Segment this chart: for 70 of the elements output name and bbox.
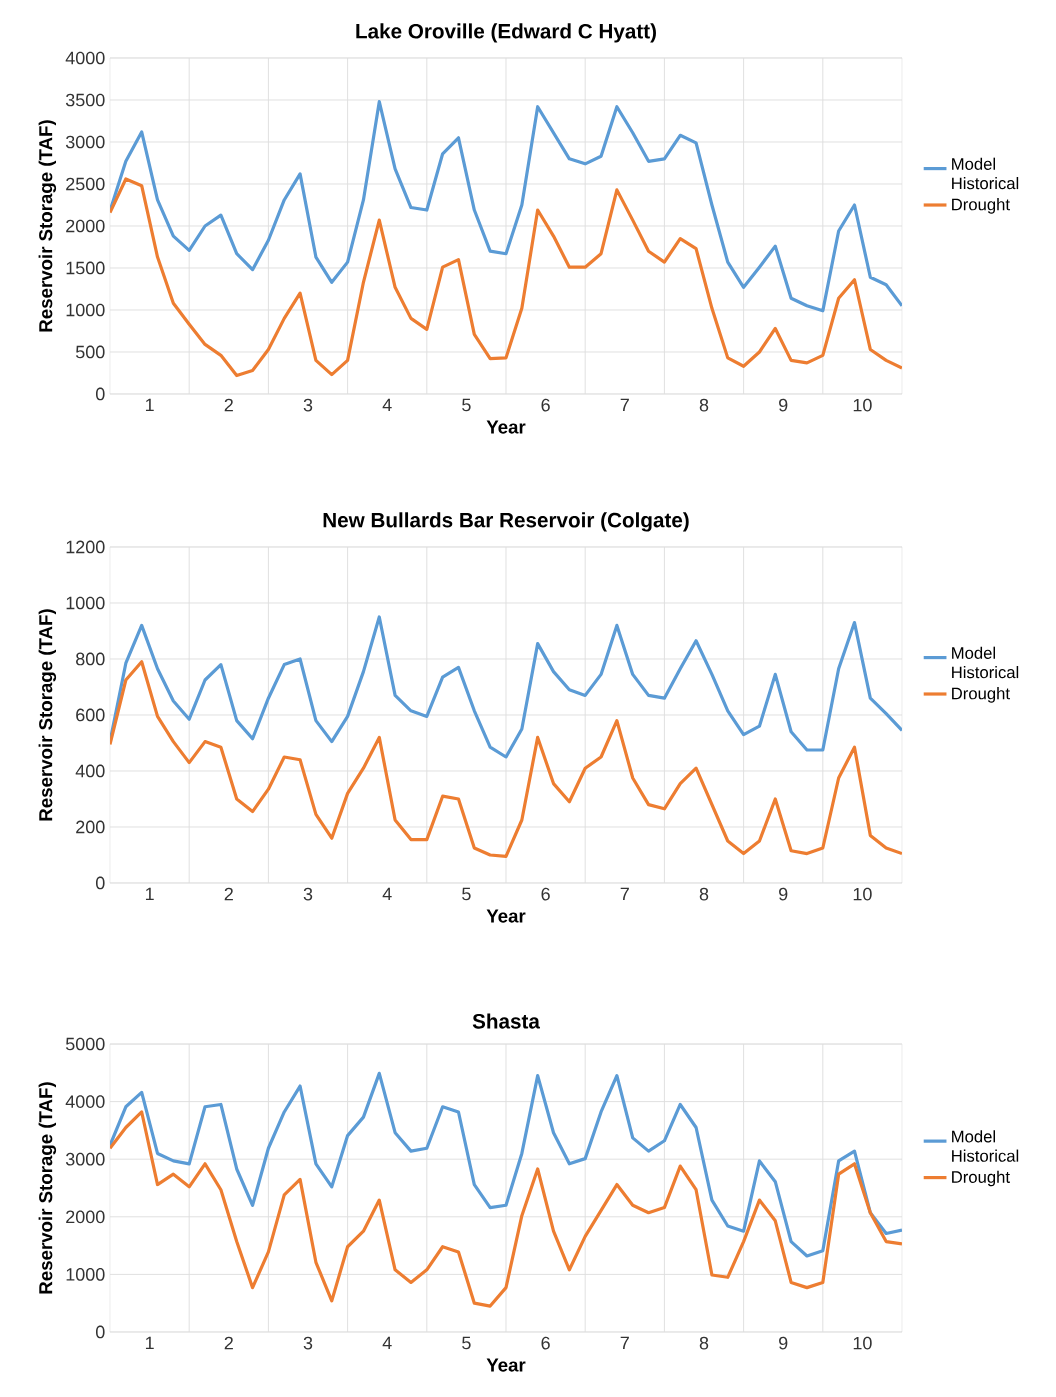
y-tick-label: 1200 [66, 540, 105, 554]
x-tick-label: 9 [779, 887, 788, 901]
x-tick-label: 6 [541, 1336, 550, 1350]
line-series [110, 1071, 902, 1258]
y-tick-label: 400 [75, 764, 105, 778]
x-tick-label: 10 [853, 398, 872, 412]
x-tick-label: 4 [382, 1336, 392, 1350]
x-tick-label: 1 [145, 887, 154, 901]
x-tick-label: 7 [620, 1336, 629, 1350]
x-tick-label: 2 [224, 887, 233, 901]
y-tick-label: 3500 [65, 93, 105, 107]
line-series [110, 615, 902, 759]
line-series [110, 177, 902, 378]
x-tick-label: 5 [462, 887, 471, 901]
x-tick-label: 2 [224, 1336, 233, 1350]
x-tick-label: 7 [620, 887, 629, 901]
y-tick-label: 1000 [66, 303, 105, 317]
y-tick-label: 1000 [66, 1268, 105, 1281]
x-tick-label: 8 [699, 887, 709, 901]
y-tick-label: 3000 [65, 1152, 105, 1166]
y-tick-label: 0 [95, 387, 105, 401]
x-tick-label: 8 [699, 1336, 709, 1350]
x-axis-title: Year [486, 1358, 526, 1372]
x-axis-title: Year [486, 909, 526, 923]
y-axis-title: Reservoir Storage (TAF) [38, 609, 57, 821]
y-tick-label: 3000 [65, 135, 105, 149]
y-axis-title: Reservoir Storage (TAF) [38, 1082, 57, 1294]
x-tick-label: 3 [303, 398, 313, 412]
y-tick-label: 0 [95, 876, 105, 890]
chart-title: Shasta [472, 1013, 541, 1029]
x-tick-label: 1 [145, 1336, 154, 1350]
y-tick-label: 1000 [66, 596, 105, 610]
y-tick-label: 200 [76, 820, 105, 834]
y-tick-label: 800 [76, 652, 105, 666]
legend-label: Drought [952, 198, 1010, 214]
legend-label: Drought [952, 1170, 1010, 1187]
y-tick-label: 500 [75, 345, 105, 359]
x-axis-title: Year [486, 420, 526, 434]
x-tick-label: 4 [382, 887, 392, 901]
y-tick-label: 600 [76, 708, 105, 722]
x-tick-label: 7 [620, 398, 629, 412]
x-tick-label: 5 [462, 1336, 471, 1350]
y-tick-label: 4000 [65, 1095, 105, 1108]
y-tick-label: 2000 [66, 219, 105, 233]
x-tick-label: 2 [224, 398, 233, 412]
x-tick-label: 4 [382, 398, 392, 412]
legend-label: Drought [952, 687, 1010, 703]
legend-label: Model Historical [952, 157, 1019, 190]
x-tick-label: 9 [779, 1336, 788, 1350]
x-tick-label: 9 [779, 398, 788, 412]
chart-title: New Bullards Bar Reservoir (Colgate) [323, 512, 689, 532]
x-tick-label: 10 [853, 887, 872, 901]
x-tick-label: 6 [541, 398, 550, 412]
y-tick-label: 2500 [66, 177, 105, 191]
y-tick-label: 2000 [66, 1210, 105, 1224]
y-tick-label: 5000 [65, 1037, 105, 1051]
x-tick-label: 3 [303, 887, 313, 901]
y-tick-label: 1500 [66, 261, 105, 275]
x-tick-label: 6 [541, 887, 550, 901]
y-tick-label: 4000 [65, 51, 105, 65]
chart-title: Lake Oroville (Edward C Hyatt) [356, 23, 656, 43]
x-tick-label: 10 [853, 1336, 872, 1350]
y-axis-title: Reservoir Storage (TAF) [38, 120, 57, 332]
legend-label: Model Historical [952, 1130, 1019, 1162]
legend-label: Model Historical [952, 646, 1019, 679]
x-tick-label: 8 [699, 398, 709, 412]
x-tick-label: 3 [303, 1336, 313, 1350]
x-tick-label: 5 [462, 398, 471, 412]
y-tick-label: 0 [95, 1325, 105, 1339]
x-tick-label: 1 [145, 398, 154, 412]
